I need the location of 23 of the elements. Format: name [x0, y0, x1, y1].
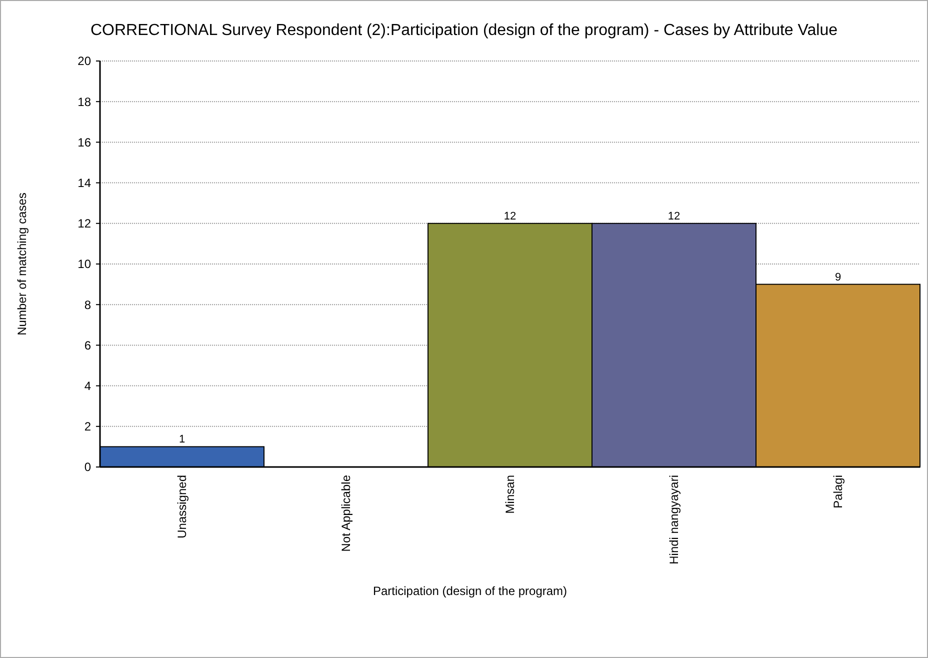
y-tick-label: 20	[78, 54, 92, 68]
y-tick-label: 2	[84, 420, 92, 434]
x-tick-label: Unassigned	[175, 475, 189, 538]
y-tick-label: 0	[84, 460, 92, 474]
x-axis-title: Participation (design of the program)	[372, 584, 568, 598]
chart-title: CORRECTIONAL Survey Respondent (2):Participation (design of the program) - Cases by Attribute Value	[90, 22, 838, 39]
y-tick-label: 6	[84, 338, 92, 352]
y-tick-label: 8	[84, 298, 92, 312]
data-label: 9	[834, 271, 842, 284]
y-tick-label: 18	[78, 94, 92, 109]
x-tick-label: Minsan	[503, 475, 517, 514]
data-label: 12	[668, 210, 680, 222]
y-tick-label: 10	[78, 257, 92, 272]
y-tick-label: 16	[78, 135, 92, 150]
y-axis-title: Number of matching cases	[15, 192, 29, 336]
y-tick-label: 4	[84, 379, 92, 393]
x-tick-label: Hindi nangyayari	[667, 475, 681, 564]
data-label: 1	[178, 434, 186, 446]
y-tick-label: 14	[78, 176, 92, 190]
y-tick-label: 12	[78, 216, 92, 231]
x-tick-label: Palagi	[831, 475, 845, 508]
data-label: 12	[504, 210, 516, 222]
x-tick-label: Not Applicable	[339, 474, 353, 552]
